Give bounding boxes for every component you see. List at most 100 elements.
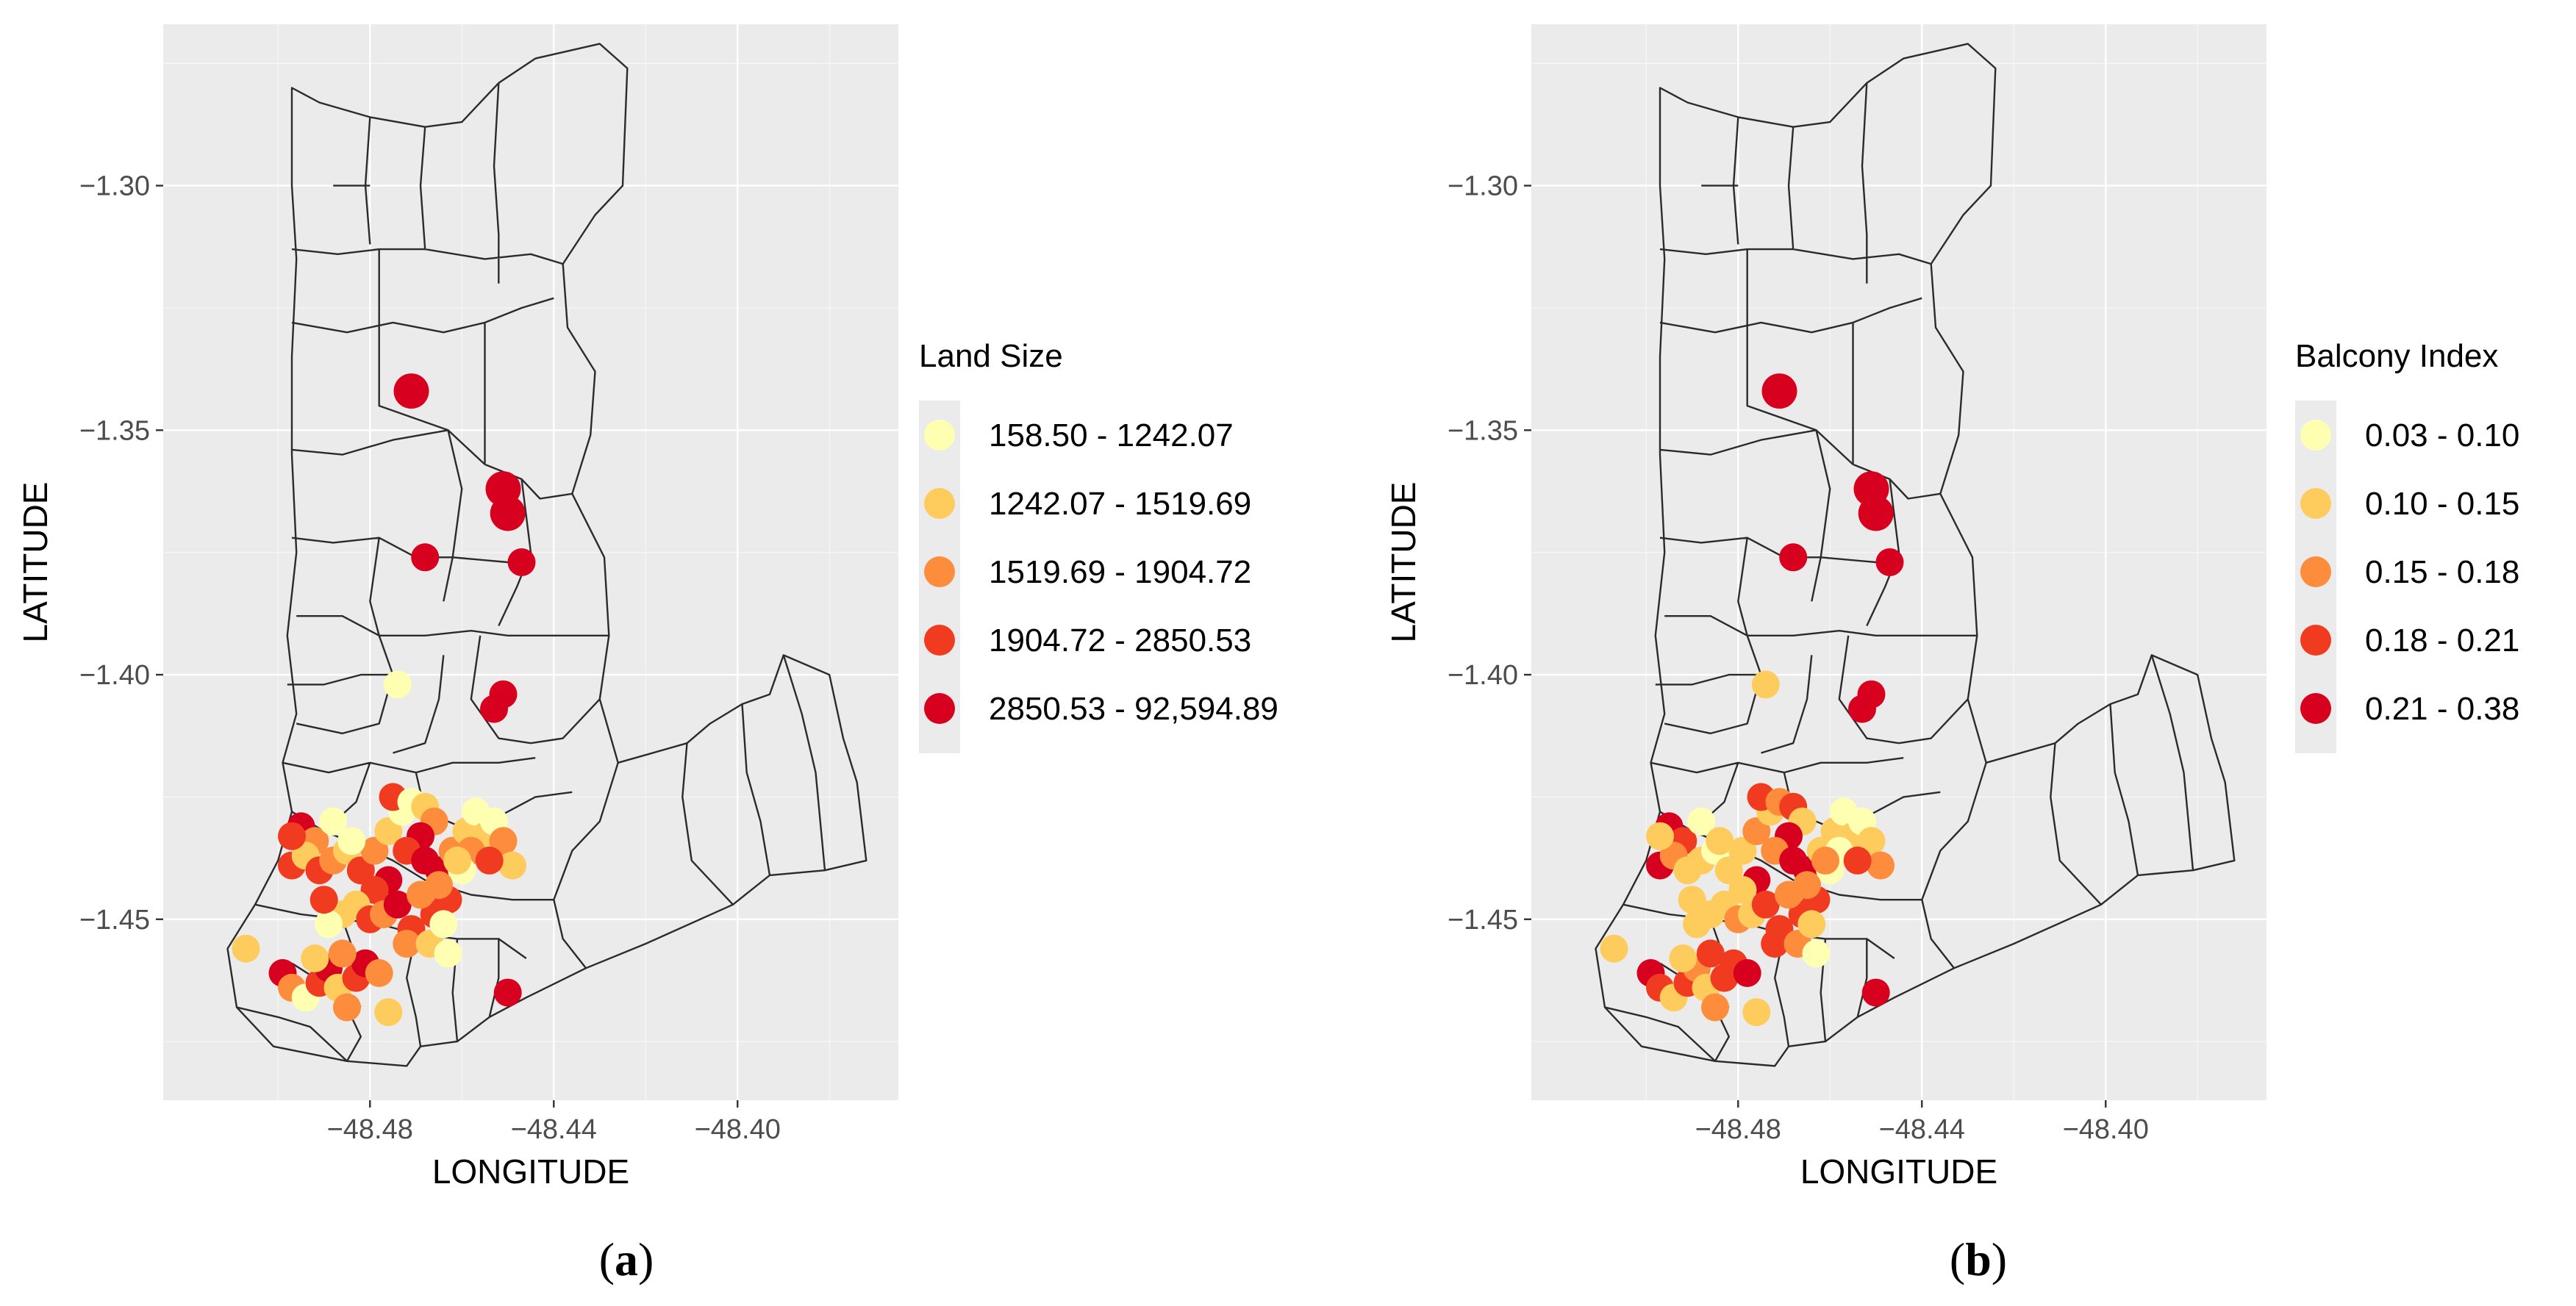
legend-items: 0.03 - 0.10 0.10 - 0.15 0.15 - 0.18 0.18 - … xyxy=(2300,417,2519,727)
data-point xyxy=(1775,880,1803,909)
data-point xyxy=(337,827,366,855)
x-tick-label: −48.44 xyxy=(1879,1114,1965,1145)
x-tick-label: −48.40 xyxy=(695,1114,781,1145)
x-tick-label: −48.44 xyxy=(511,1114,597,1145)
y-tick-label: −1.30 xyxy=(79,171,150,202)
data-point xyxy=(1600,934,1628,963)
data-point xyxy=(1811,846,1839,875)
x-axis-title: LONGITUDE xyxy=(1800,1152,1997,1191)
legend-label: 0.21 - 0.38 xyxy=(2365,691,2519,727)
legend-label: 0.10 - 0.15 xyxy=(2365,486,2519,522)
y-tick-label: −1.35 xyxy=(1448,415,1518,446)
data-point xyxy=(1858,495,1894,531)
data-point xyxy=(1751,670,1780,699)
data-point xyxy=(1761,373,1797,409)
data-point xyxy=(1857,827,1886,855)
legend-title: Balcony Index xyxy=(2295,338,2498,374)
data-point xyxy=(393,930,421,958)
panel-b: −1.30−1.35−1.40−1.45 −48.48 −48.44 −48.40 … xyxy=(1384,24,2519,1285)
data-point xyxy=(1646,822,1674,850)
data-point xyxy=(374,817,403,845)
y-axis-title: LATITUDE xyxy=(16,482,54,643)
y-tick-label: −1.40 xyxy=(1448,660,1518,691)
data-point xyxy=(1742,817,1771,845)
data-point xyxy=(1669,944,1697,972)
data-point xyxy=(393,373,429,409)
data-point xyxy=(475,846,504,875)
data-points xyxy=(232,373,536,1027)
legend-label: 0.18 - 0.21 xyxy=(2365,622,2519,659)
data-point xyxy=(232,934,260,963)
district-boundaries xyxy=(1595,43,2236,1067)
y-axis-ticks: −1.30 −1.35 −1.40 −1.45 xyxy=(79,171,163,936)
data-point xyxy=(1728,836,1757,865)
legend-label: 0.03 - 0.10 xyxy=(2365,417,2519,453)
x-axis-ticks: −48.48 −48.44 −48.40 xyxy=(1695,1100,2149,1145)
data-point xyxy=(1733,959,1761,987)
data-points xyxy=(1600,373,1904,1027)
legend-label: 2850.53 - 92,594.89 xyxy=(989,691,1278,727)
data-point xyxy=(360,836,389,865)
y-axis-ticks: −1.30 −1.35 −1.40 −1.45 xyxy=(1448,171,1531,936)
legend-label: 1242.07 - 1519.69 xyxy=(989,486,1251,522)
data-point xyxy=(1751,890,1780,919)
data-point xyxy=(1802,939,1831,968)
y-tick-label: −1.40 xyxy=(79,660,150,691)
data-point xyxy=(1701,993,1729,1022)
data-point xyxy=(493,978,522,1007)
legend-title: Land Size xyxy=(919,338,1063,374)
district-boundaries xyxy=(226,43,867,1067)
legend-items: 158.50 - 1242.07 1242.07 - 1519.69 1519.69… xyxy=(924,417,1278,727)
data-point xyxy=(429,910,458,939)
y-tick-label: −1.45 xyxy=(1448,905,1518,936)
data-point xyxy=(1683,910,1711,939)
data-point xyxy=(407,880,434,909)
data-point xyxy=(315,910,343,939)
data-point xyxy=(1875,548,1904,576)
data-point xyxy=(310,886,338,914)
y-tick-label: −1.35 xyxy=(79,415,150,446)
data-point xyxy=(443,846,471,875)
legend-key xyxy=(2300,420,2331,451)
data-point xyxy=(1678,886,1706,914)
legend-label: 1519.69 - 1904.72 xyxy=(989,554,1251,590)
legend-label: 1904.72 - 2850.53 xyxy=(989,622,1251,659)
legend-key xyxy=(924,420,955,451)
data-point xyxy=(365,959,393,987)
x-axis-ticks: −48.48 −48.44 −48.40 xyxy=(327,1100,781,1145)
data-point xyxy=(328,939,357,968)
panel-label: (a) xyxy=(599,1233,654,1285)
legend-key xyxy=(924,625,955,656)
data-point xyxy=(301,944,329,972)
data-point xyxy=(498,851,526,880)
panel-label: (b) xyxy=(1950,1233,2007,1285)
y-axis-title: LATITUDE xyxy=(1384,482,1423,643)
legend-key xyxy=(2300,693,2331,724)
data-point xyxy=(1761,930,1789,958)
data-point xyxy=(489,827,518,855)
data-point xyxy=(1779,543,1808,572)
data-point xyxy=(1797,910,1826,939)
data-point xyxy=(383,890,412,919)
legend-label: 0.15 - 0.18 xyxy=(2365,554,2519,590)
legend-key xyxy=(924,556,955,587)
data-point xyxy=(1687,807,1716,836)
x-tick-label: −48.48 xyxy=(1695,1114,1781,1145)
data-point xyxy=(319,807,348,836)
data-point xyxy=(346,856,375,885)
panel-a: −1.30−1.35−1.40−1.45 −48.48 −48.44 −48.40 … xyxy=(16,24,1278,1285)
legend-label: 158.50 - 1242.07 xyxy=(989,417,1234,453)
x-tick-label: −48.40 xyxy=(2063,1114,2149,1145)
legend: Balcony Index 0.03 - 0.10 0.10 - 0.15 0.15… xyxy=(2295,338,2519,753)
data-point xyxy=(480,695,508,723)
data-point xyxy=(490,495,526,531)
legend-key xyxy=(924,488,955,519)
data-point xyxy=(1706,827,1734,855)
data-point xyxy=(374,998,403,1027)
data-point xyxy=(1867,851,1895,880)
data-point xyxy=(434,939,462,968)
legend-key xyxy=(2300,556,2331,587)
y-tick-label: −1.45 xyxy=(79,905,150,936)
data-point xyxy=(1714,856,1743,885)
